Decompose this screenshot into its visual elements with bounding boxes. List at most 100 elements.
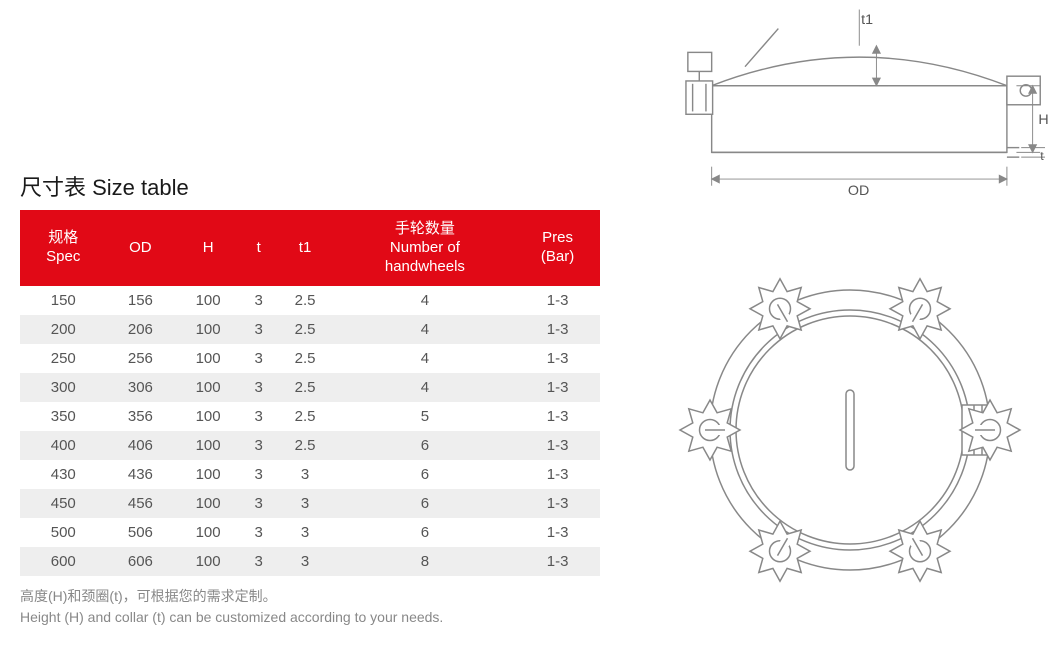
table-cell: 506	[107, 518, 175, 547]
table-cell: 2.5	[275, 431, 334, 460]
table-cell: 100	[174, 431, 242, 460]
table-cell: 100	[174, 344, 242, 373]
table-cell: 2.5	[275, 402, 334, 431]
table-cell: 150	[20, 286, 107, 315]
label-t1: t1	[861, 12, 873, 28]
table-row: 6006061003381-3	[20, 547, 600, 576]
table-cell: 1-3	[515, 315, 600, 344]
table-cell: 606	[107, 547, 175, 576]
footnote-en: Height (H) and collar (t) can be customi…	[20, 607, 620, 628]
table-cell: 3	[242, 344, 276, 373]
table-cell: 1-3	[515, 489, 600, 518]
column-header: t	[242, 210, 276, 286]
table-cell: 1-3	[515, 402, 600, 431]
table-cell: 100	[174, 286, 242, 315]
table-row: 4504561003361-3	[20, 489, 600, 518]
table-cell: 3	[242, 547, 276, 576]
table-cell: 3	[275, 460, 334, 489]
table-cell: 3	[275, 518, 334, 547]
table-cell: 4	[335, 344, 516, 373]
table-cell: 100	[174, 518, 242, 547]
table-cell: 350	[20, 402, 107, 431]
table-cell: 250	[20, 344, 107, 373]
table-cell: 1-3	[515, 460, 600, 489]
size-table-title: 尺寸表 Size table	[20, 170, 620, 202]
table-cell: 6	[335, 431, 516, 460]
column-header: Pres(Bar)	[515, 210, 600, 286]
column-header: t1	[275, 210, 334, 286]
table-cell: 2.5	[275, 373, 334, 402]
table-cell: 3	[242, 315, 276, 344]
table-cell: 100	[174, 489, 242, 518]
table-row: 35035610032.551-3	[20, 402, 600, 431]
table-cell: 8	[335, 547, 516, 576]
table-cell: 3	[275, 547, 334, 576]
table-cell: 3	[242, 431, 276, 460]
table-cell: 3	[242, 373, 276, 402]
table-cell: 400	[20, 431, 107, 460]
table-row: 40040610032.561-3	[20, 431, 600, 460]
table-cell: 3	[242, 460, 276, 489]
top-view-diagram	[650, 230, 1050, 630]
table-cell: 600	[20, 547, 107, 576]
side-view-diagram: OD H t t1	[630, 0, 1060, 200]
table-cell: 256	[107, 344, 175, 373]
table-cell: 200	[20, 315, 107, 344]
table-cell: 1-3	[515, 286, 600, 315]
table-body: 15015610032.541-320020610032.541-3250256…	[20, 286, 600, 576]
column-header: 手轮数量Number ofhandwheels	[335, 210, 516, 286]
table-cell: 356	[107, 402, 175, 431]
table-cell: 6	[335, 489, 516, 518]
column-header: 规格Spec	[20, 210, 107, 286]
table-cell: 3	[275, 489, 334, 518]
table-cell: 6	[335, 518, 516, 547]
table-cell: 1-3	[515, 518, 600, 547]
table-cell: 3	[242, 518, 276, 547]
column-header: OD	[107, 210, 175, 286]
table-cell: 430	[20, 460, 107, 489]
table-cell: 4	[335, 286, 516, 315]
table-cell: 6	[335, 460, 516, 489]
table-row: 25025610032.541-3	[20, 344, 600, 373]
table-cell: 306	[107, 373, 175, 402]
table-row: 20020610032.541-3	[20, 315, 600, 344]
table-cell: 3	[242, 402, 276, 431]
table-cell: 100	[174, 373, 242, 402]
table-cell: 100	[174, 547, 242, 576]
label-od: OD	[848, 183, 869, 199]
table-cell: 450	[20, 489, 107, 518]
table-row: 15015610032.541-3	[20, 286, 600, 315]
table-cell: 1-3	[515, 373, 600, 402]
table-cell: 2.5	[275, 315, 334, 344]
table-header: 规格SpecODHtt1手轮数量Number ofhandwheelsPres(…	[20, 210, 600, 286]
table-cell: 156	[107, 286, 175, 315]
size-table: 规格SpecODHtt1手轮数量Number ofhandwheelsPres(…	[20, 210, 600, 576]
label-h: H	[1038, 112, 1048, 128]
table-cell: 100	[174, 315, 242, 344]
table-cell: 1-3	[515, 547, 600, 576]
table-cell: 2.5	[275, 344, 334, 373]
table-cell: 5	[335, 402, 516, 431]
label-t: t	[1040, 149, 1044, 163]
table-cell: 456	[107, 489, 175, 518]
table-cell: 4	[335, 373, 516, 402]
table-cell: 1-3	[515, 344, 600, 373]
table-cell: 436	[107, 460, 175, 489]
table-cell: 2.5	[275, 286, 334, 315]
table-cell: 1-3	[515, 431, 600, 460]
table-cell: 406	[107, 431, 175, 460]
table-cell: 300	[20, 373, 107, 402]
footnote: 高度(H)和颈圈(t)，可根据您的需求定制。 Height (H) and co…	[20, 586, 620, 628]
table-row: 30030610032.541-3	[20, 373, 600, 402]
table-cell: 3	[242, 286, 276, 315]
column-header: H	[174, 210, 242, 286]
table-cell: 4	[335, 315, 516, 344]
table-cell: 3	[242, 489, 276, 518]
footnote-zh: 高度(H)和颈圈(t)，可根据您的需求定制。	[20, 586, 620, 607]
table-cell: 100	[174, 402, 242, 431]
table-row: 4304361003361-3	[20, 460, 600, 489]
table-cell: 500	[20, 518, 107, 547]
table-cell: 206	[107, 315, 175, 344]
table-row: 5005061003361-3	[20, 518, 600, 547]
table-cell: 100	[174, 460, 242, 489]
